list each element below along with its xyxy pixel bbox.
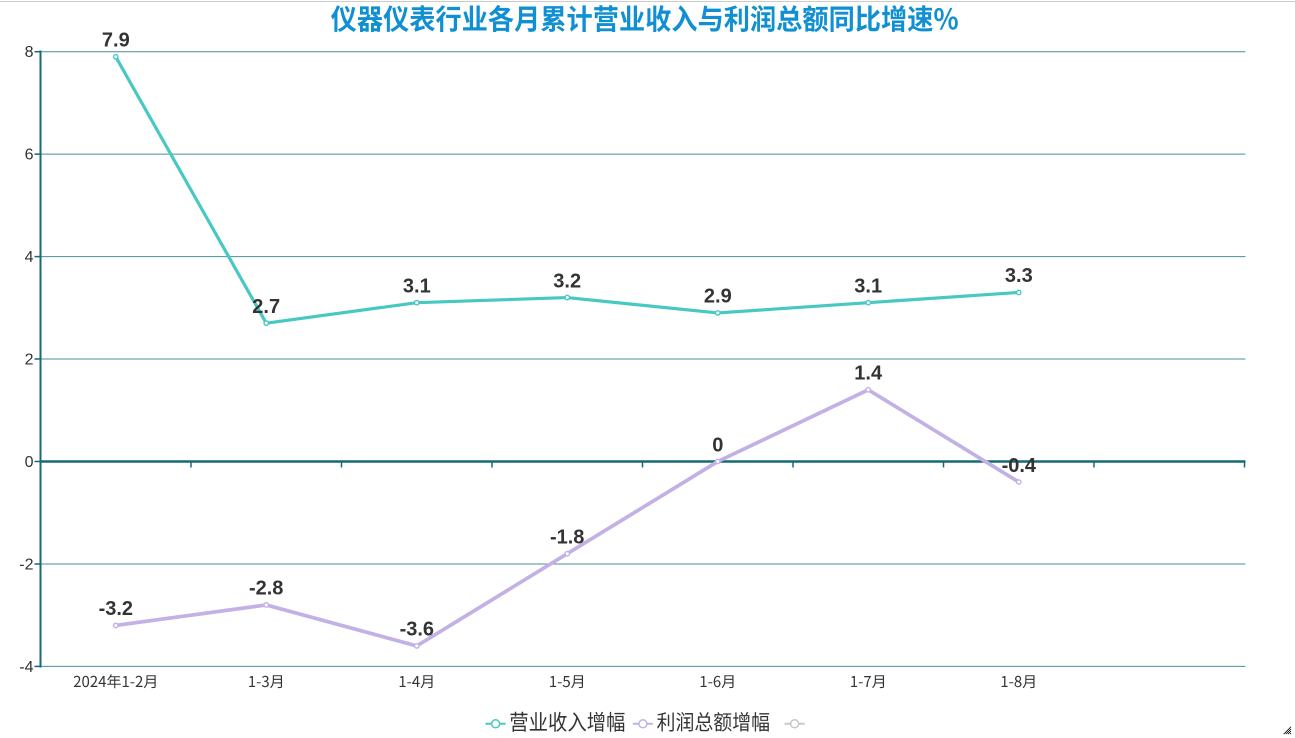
svg-text:8: 8: [25, 44, 34, 61]
svg-text:0: 0: [712, 434, 723, 456]
svg-text:-4: -4: [19, 659, 33, 676]
svg-text:1.4: 1.4: [854, 363, 883, 385]
svg-text:6: 6: [25, 147, 34, 164]
svg-text:2: 2: [25, 352, 34, 369]
svg-text:4: 4: [25, 249, 34, 266]
svg-text:0: 0: [25, 454, 34, 471]
svg-text:-2: -2: [19, 557, 33, 574]
svg-text:3.1: 3.1: [854, 276, 882, 298]
svg-text:-3.6: -3.6: [400, 619, 434, 641]
svg-text:-0.4: -0.4: [1002, 455, 1037, 477]
svg-text:7.9: 7.9: [102, 30, 130, 52]
svg-text:-3.2: -3.2: [99, 598, 133, 620]
svg-text:2.7: 2.7: [252, 296, 280, 318]
svg-text:2.9: 2.9: [704, 286, 732, 308]
svg-text:-1.8: -1.8: [550, 527, 584, 549]
svg-text:-2.8: -2.8: [249, 578, 283, 600]
svg-text:3.3: 3.3: [1005, 265, 1033, 287]
svg-text:3.1: 3.1: [403, 276, 431, 298]
svg-text:3.2: 3.2: [553, 270, 581, 292]
